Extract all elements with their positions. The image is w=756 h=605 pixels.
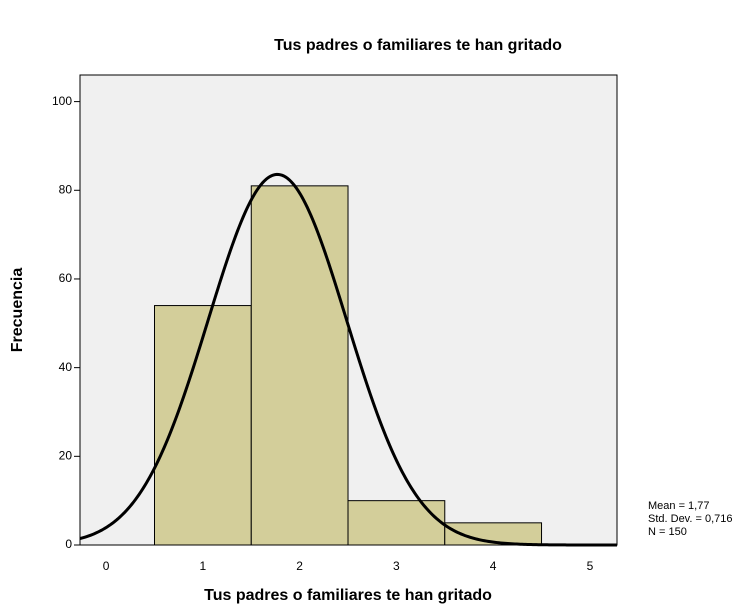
- y-tick-label: 60: [59, 271, 73, 285]
- y-tick-label: 40: [59, 360, 73, 374]
- bar: [250, 185, 349, 546]
- x-tick-label: 0: [103, 559, 110, 573]
- bar: [444, 522, 543, 546]
- normal-curve: [79, 172, 617, 547]
- x-axis-label: Tus padres o familiares te han gritado: [204, 587, 492, 604]
- y-tick-label: 0: [65, 537, 72, 551]
- x-tick-label: 1: [200, 559, 207, 573]
- x-tick-label: 5: [587, 559, 594, 573]
- stats-label: Mean = 1,77: [648, 500, 709, 512]
- y-tick-label: 100: [52, 94, 72, 108]
- stats-label: Std. Dev. = 0,716: [648, 513, 733, 525]
- x-tick-label: 3: [393, 559, 400, 573]
- stats-label: N = 150: [648, 526, 687, 538]
- y-axis-label: Frecuencia: [9, 268, 26, 353]
- y-tick-label: 80: [59, 182, 73, 196]
- bar: [347, 500, 446, 546]
- chart-title: Tus padres o familiares te han gritado: [274, 37, 562, 54]
- x-tick-label: 2: [296, 559, 303, 573]
- x-tick-label: 4: [490, 559, 497, 573]
- y-tick-label: 20: [59, 448, 73, 462]
